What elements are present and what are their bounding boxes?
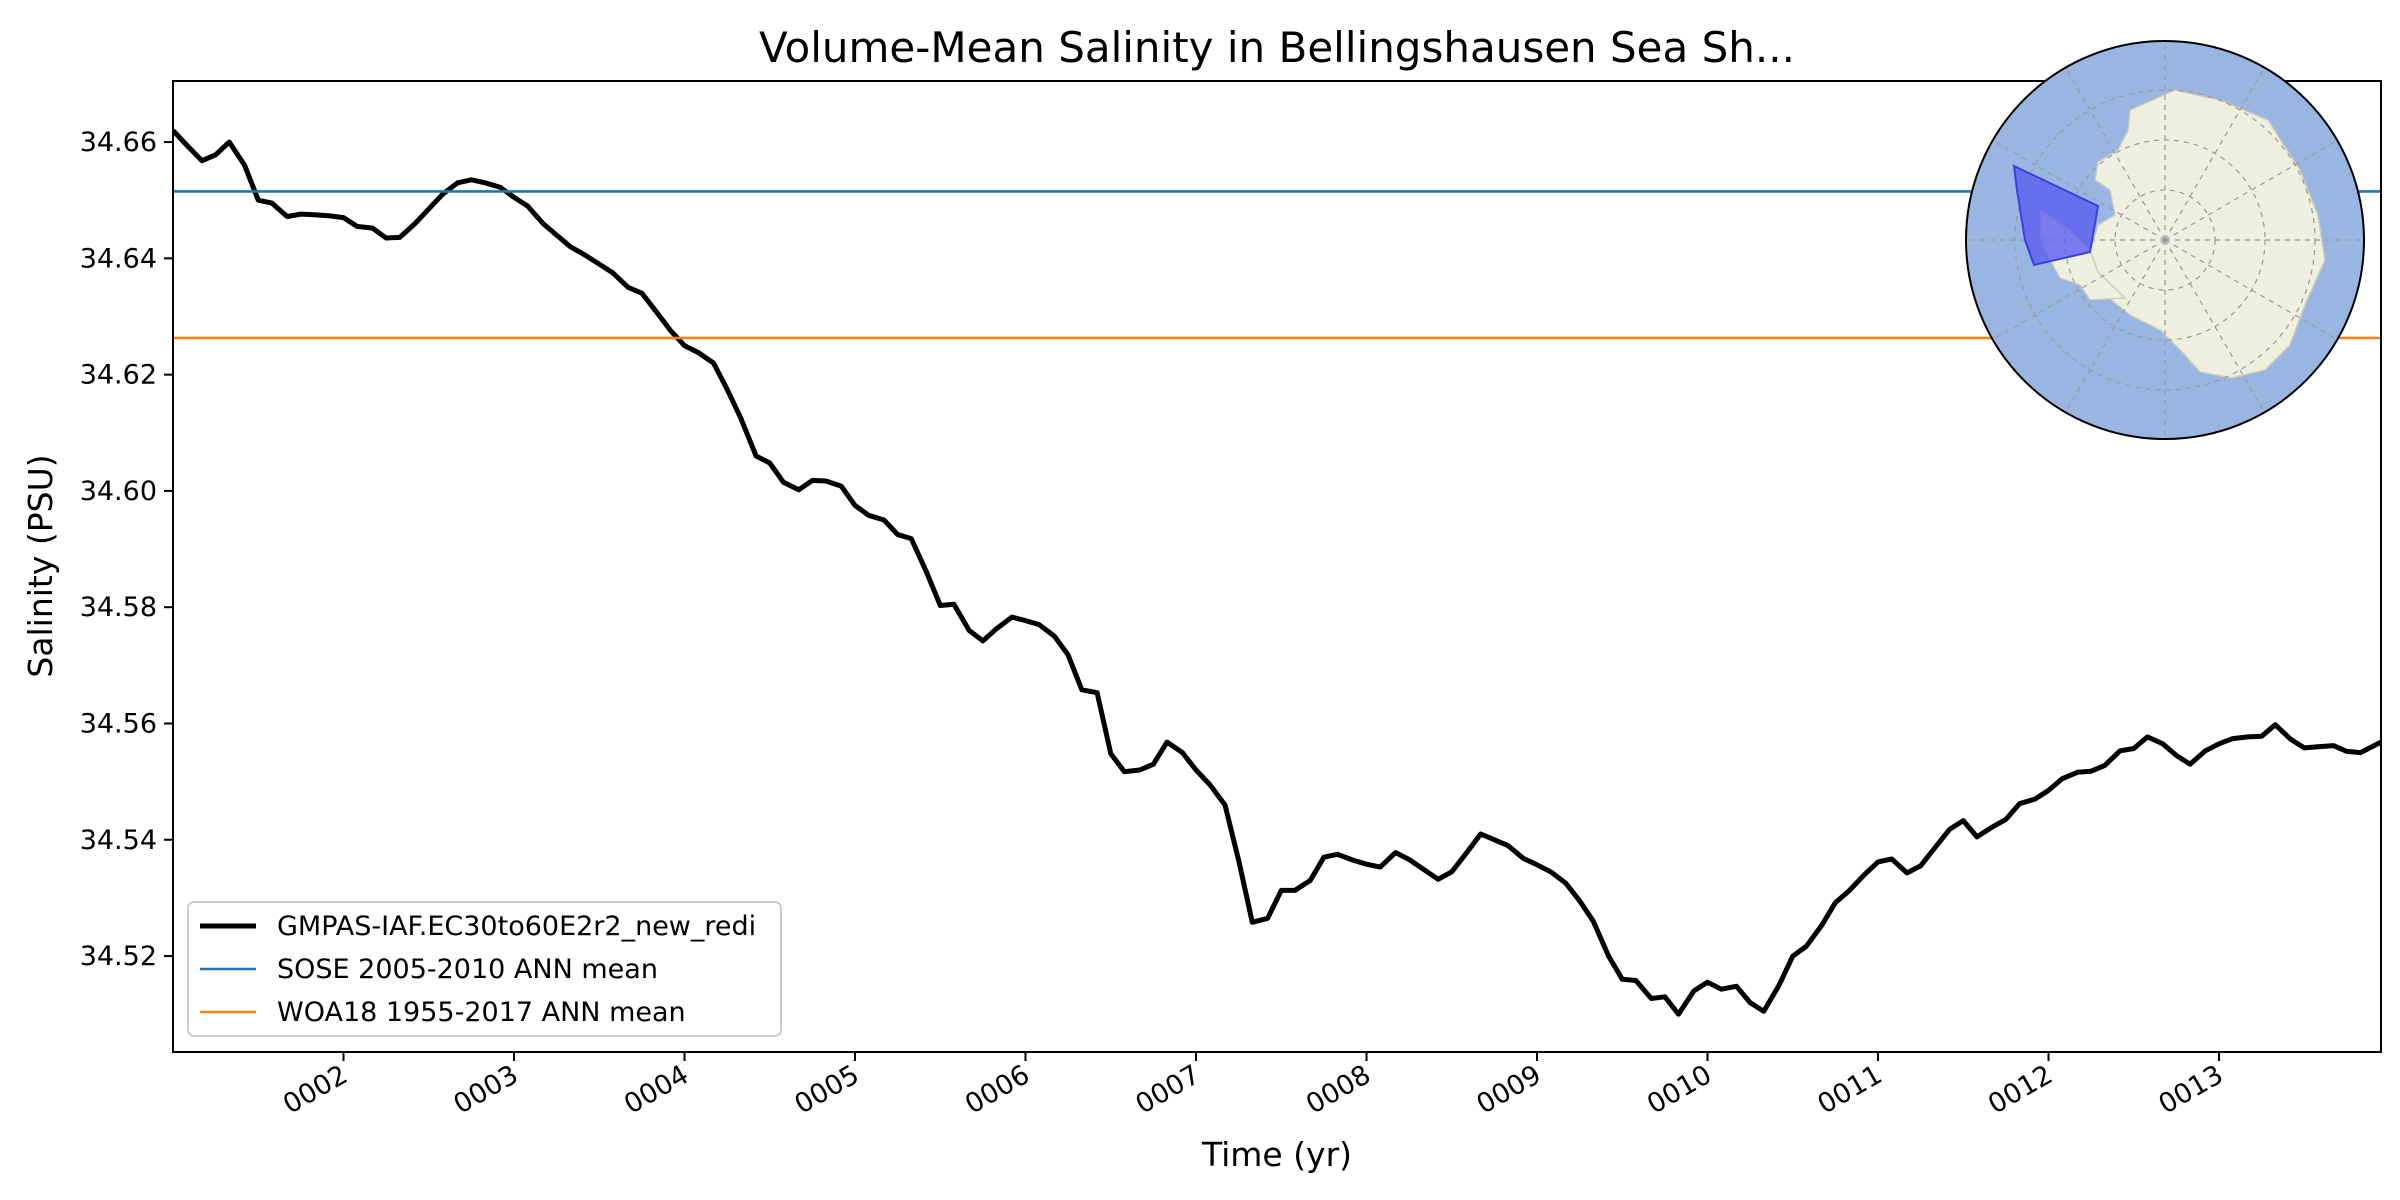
x-tick-label: 0004 [619,1059,694,1120]
y-tick-label: 34.54 [80,825,157,856]
x-axis-label: Time (yr) [1201,1135,1352,1174]
y-tick-label: 34.56 [80,708,157,739]
legend-entry: GMPAS-IAF.EC30to60E2r2_new_redi [277,911,756,942]
y-tick-label: 34.58 [80,592,157,623]
map-border [1965,40,2365,440]
map-meridian-line [2164,67,2266,241]
x-tick-label: 0013 [2154,1059,2229,1120]
x-tick-label: 0003 [448,1059,523,1120]
map-meridian-line [2164,139,2338,241]
y-tick-label: 34.64 [80,243,157,274]
y-tick-label: 34.66 [80,127,157,158]
y-axis-label: Salinity (PSU) [21,454,60,677]
map-meridian-line [2064,67,2166,241]
series-line-gmpas [173,128,2381,1017]
x-tick-label: 0012 [1983,1059,2058,1120]
y-tick-label: 34.52 [80,941,157,972]
legend-box [187,901,782,1037]
legend: GMPAS-IAF.EC30to60E2r2_new_redi SOSE 2005… [187,901,782,1037]
x-tick-label: 0002 [278,1059,353,1120]
map-meridian-line [1992,139,2166,241]
map-meridian-line [1992,239,2166,341]
plot-frame [172,80,2382,1053]
legend-entry: SOSE 2005-2010 ANN mean [277,954,658,985]
x-tick-label: 0010 [1642,1059,1717,1120]
x-tick-label: 0009 [1472,1059,1547,1120]
antarctica-landmass [2081,89,2326,379]
x-tick-label: 0006 [960,1059,1035,1120]
x-tick-label: 0005 [789,1059,864,1120]
inset-map [1965,40,2365,440]
map-meridian-line [2064,239,2166,413]
y-tick-label: 34.60 [80,476,157,507]
map-meridian-line [2164,239,2338,341]
chart-title: Volume-Mean Salinity in Bellingshausen S… [759,23,1795,72]
x-tick-label: 0011 [1813,1059,1888,1120]
y-tick-label: 34.62 [80,360,157,391]
map-meridian-line [2164,239,2266,413]
bellingshausen-region [2012,164,2100,267]
legend-entry: WOA18 1955-2017 ANN mean [277,997,686,1028]
x-tick-label: 0008 [1301,1059,1376,1120]
x-tick-label: 0007 [1130,1059,1205,1120]
